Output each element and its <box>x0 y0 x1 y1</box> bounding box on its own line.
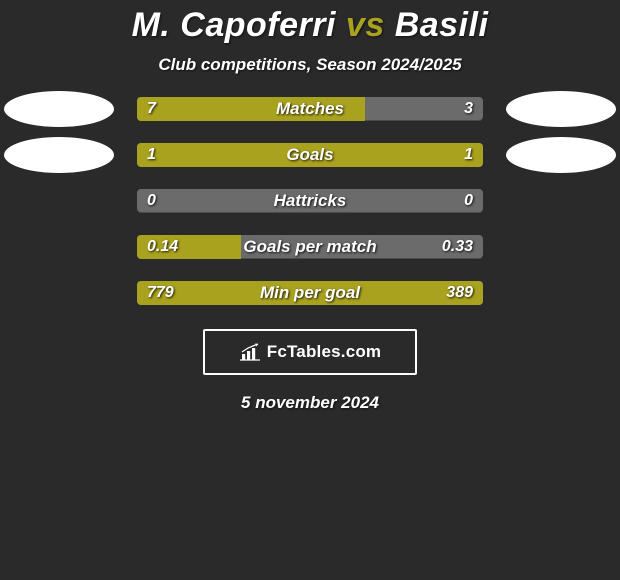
stat-label: Hattricks <box>137 189 483 213</box>
branding-text: FcTables.com <box>267 342 382 362</box>
stat-fill-left <box>137 97 365 121</box>
date-label: 5 november 2024 <box>241 393 379 413</box>
player1-badge <box>4 91 114 127</box>
bar-chart-icon <box>239 343 261 361</box>
stat-row: 0 0Hattricks <box>0 189 620 213</box>
stat-value-right: 0 <box>454 189 483 213</box>
player2-badge <box>506 91 616 127</box>
stat-row: 779389Min per goal <box>0 281 620 305</box>
stat-value-left: 0 <box>137 189 166 213</box>
stat-bar: 0 0Hattricks <box>137 189 483 213</box>
stats-list: 73Matches 11Goals 0 0Hattricks 0.140.33Goals… <box>0 97 620 305</box>
vs-label: vs <box>346 6 385 44</box>
subtitle: Club competitions, Season 2024/2025 <box>158 55 461 75</box>
stat-fill-left <box>137 235 241 259</box>
stat-row: 11Goals <box>0 143 620 167</box>
stat-bar: 11Goals <box>137 143 483 167</box>
stat-row: 0.140.33Goals per match <box>0 235 620 259</box>
stat-fill-left <box>137 281 483 305</box>
stat-row: 73Matches <box>0 97 620 121</box>
comparison-card: M. Capoferri vs Basili Club competitions… <box>0 0 620 580</box>
branding-box[interactable]: FcTables.com <box>203 329 417 375</box>
player1-badge <box>4 137 114 173</box>
stat-value-right: 0.33 <box>432 235 483 259</box>
player2-badge <box>506 137 616 173</box>
stat-value-right: 3 <box>454 97 483 121</box>
stat-bar: 73Matches <box>137 97 483 121</box>
stat-bar: 0.140.33Goals per match <box>137 235 483 259</box>
stat-fill-left <box>137 143 483 167</box>
stat-bar: 779389Min per goal <box>137 281 483 305</box>
player1-name: M. Capoferri <box>132 6 336 44</box>
player2-name: Basili <box>395 6 489 44</box>
page-title: M. Capoferri vs Basili <box>132 6 489 45</box>
